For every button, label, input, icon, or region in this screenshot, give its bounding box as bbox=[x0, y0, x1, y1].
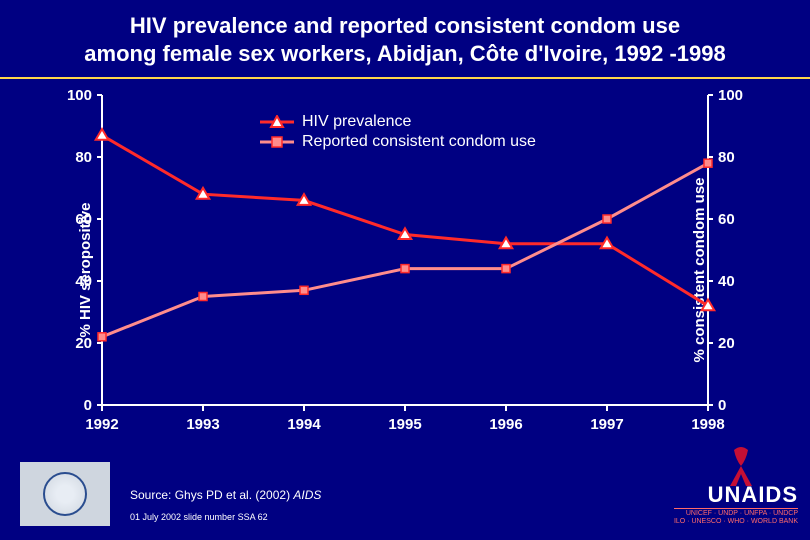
svg-text:20: 20 bbox=[718, 335, 735, 352]
svg-text:20: 20 bbox=[75, 335, 92, 352]
svg-text:1998: 1998 bbox=[691, 416, 724, 433]
source-prefix: Source: Ghys PD et al. (2002) bbox=[130, 488, 293, 502]
unaids-sub1: UNICEF · UNDP · UNFPA · UNDCP bbox=[674, 508, 798, 518]
source-citation: Source: Ghys PD et al. (2002) AIDS bbox=[130, 488, 321, 502]
svg-text:80: 80 bbox=[75, 149, 92, 166]
source-italic: AIDS bbox=[293, 488, 321, 502]
title-divider bbox=[0, 77, 810, 79]
globe-icon bbox=[43, 472, 87, 516]
legend-row: HIV prevalence bbox=[260, 113, 536, 131]
chart-area: % HIV seropositive % consistent condom u… bbox=[60, 95, 750, 445]
chart-title: HIV prevalence and reported consistent c… bbox=[0, 0, 810, 71]
svg-text:80: 80 bbox=[718, 149, 735, 166]
svg-text:1995: 1995 bbox=[388, 416, 421, 433]
svg-text:1993: 1993 bbox=[186, 416, 219, 433]
legend-label-condom: Reported consistent condom use bbox=[302, 133, 536, 151]
title-line1: HIV prevalence and reported consistent c… bbox=[40, 12, 770, 40]
unaids-sub2: ILO · UNESCO · WHO · WORLD BANK bbox=[674, 517, 798, 526]
unaids-logo: UNAIDS UNICEF · UNDP · UNFPA · UNDCP ILO… bbox=[674, 482, 798, 526]
legend-row: Reported consistent condom use bbox=[260, 133, 536, 151]
svg-text:100: 100 bbox=[718, 87, 743, 104]
svg-text:40: 40 bbox=[75, 273, 92, 290]
svg-text:1997: 1997 bbox=[590, 416, 623, 433]
svg-text:100: 100 bbox=[67, 87, 92, 104]
svg-text:1994: 1994 bbox=[287, 416, 321, 433]
title-line2: among female sex workers, Abidjan, Côte … bbox=[40, 40, 770, 68]
who-logo bbox=[20, 462, 110, 526]
svg-text:0: 0 bbox=[718, 397, 726, 414]
legend: HIV prevalence Reported consistent condo… bbox=[260, 113, 536, 153]
unaids-text: UNAIDS bbox=[674, 482, 798, 508]
svg-text:60: 60 bbox=[718, 211, 735, 228]
legend-swatch-condom bbox=[260, 135, 294, 149]
slide-number: 01 July 2002 slide number SSA 62 bbox=[130, 512, 268, 522]
svg-text:60: 60 bbox=[75, 211, 92, 228]
svg-text:40: 40 bbox=[718, 273, 735, 290]
legend-swatch-hiv bbox=[260, 115, 294, 129]
legend-label-hiv: HIV prevalence bbox=[302, 113, 411, 131]
svg-text:1992: 1992 bbox=[85, 416, 118, 433]
svg-text:0: 0 bbox=[84, 397, 92, 414]
svg-text:1996: 1996 bbox=[489, 416, 522, 433]
